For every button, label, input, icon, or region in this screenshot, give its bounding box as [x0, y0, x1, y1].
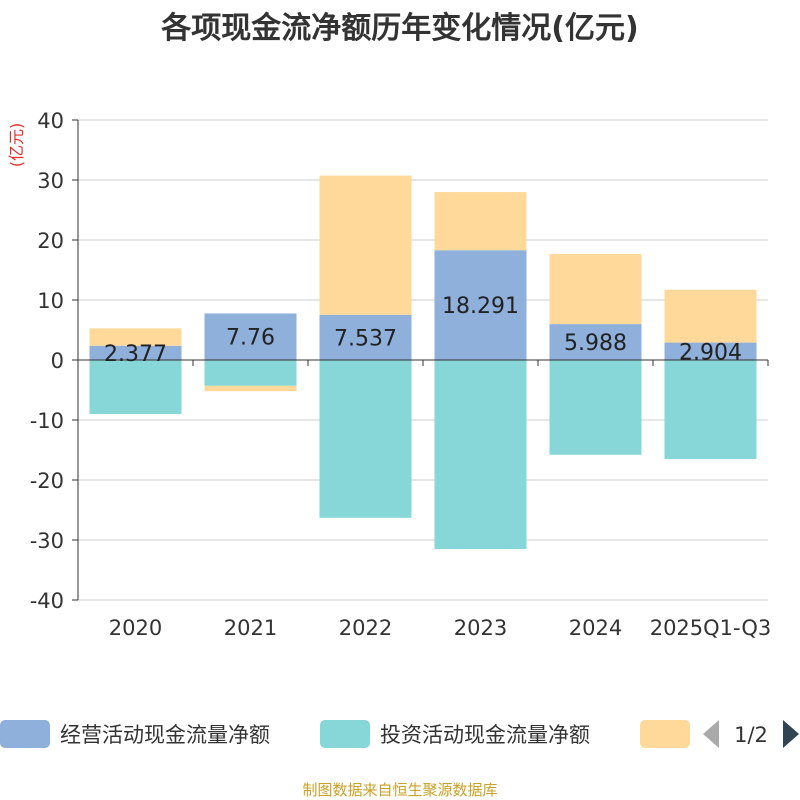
bar-3[interactable]: [549, 253, 642, 325]
y-tick-label: -20: [30, 469, 64, 493]
bar-2[interactable]: [319, 360, 412, 518]
data-label: 2.377: [104, 342, 167, 367]
legend-swatch[interactable]: [320, 720, 370, 748]
bar-2[interactable]: [549, 360, 642, 455]
data-label: 18.291: [442, 294, 519, 319]
bar-2[interactable]: [204, 360, 297, 386]
bar-1[interactable]: [319, 314, 412, 360]
legend-page-indicator: 1/2: [734, 723, 768, 747]
y-tick-label: 10: [37, 289, 64, 313]
y-tick-label: -30: [30, 529, 64, 553]
bar-2[interactable]: [664, 360, 757, 459]
bar-3[interactable]: [434, 192, 527, 251]
chart-title: 各项现金流净额历年变化情况(亿元): [160, 11, 638, 46]
bar-3[interactable]: [204, 385, 297, 392]
source-note: 制图数据来自恒生聚源数据库: [302, 781, 497, 799]
legend-swatch[interactable]: [640, 720, 690, 748]
x-tick-label: 2020: [109, 616, 162, 640]
axes: 40 30 20 10 0 -10 -20 -30 -40 2020 2021 2022 2023 202…: [30, 109, 772, 640]
bar-1[interactable]: [89, 345, 182, 360]
legend-next-icon[interactable]: [783, 720, 799, 748]
data-label: 7.537: [334, 326, 397, 351]
y-tick-label: -40: [30, 589, 64, 613]
y-tick-label: 20: [37, 229, 64, 253]
x-tick-label: 2024: [569, 616, 622, 640]
bar-marks: [89, 175, 757, 549]
legend: 经营活动现金流量净额 投资活动现金流量净额 1/2: [0, 720, 799, 748]
bar-3[interactable]: [89, 328, 182, 346]
bar-1[interactable]: [204, 313, 297, 360]
bar-1[interactable]: [664, 342, 757, 360]
bar-3[interactable]: [664, 289, 757, 343]
x-tick-label: 2023: [454, 616, 507, 640]
y-tick-label: 30: [37, 169, 64, 193]
bar-1[interactable]: [549, 324, 642, 360]
bar-2[interactable]: [89, 360, 182, 414]
bar-1[interactable]: [434, 250, 527, 360]
x-tick-label: 2025Q1-Q3: [650, 616, 772, 640]
y-tick-label: 40: [37, 109, 64, 133]
legend-prev-icon[interactable]: [703, 720, 719, 748]
data-labels: 2.377 7.76 7.537 18.291 5.988 2.904: [104, 294, 742, 367]
x-tick-label: 2022: [339, 616, 392, 640]
legend-swatch[interactable]: [0, 720, 50, 748]
data-label: 7.76: [226, 326, 275, 351]
y-tick-label: 0: [51, 349, 64, 373]
bar-3[interactable]: [319, 175, 412, 315]
data-label: 2.904: [679, 340, 742, 365]
x-tick-label: 2021: [224, 616, 277, 640]
y-tick-label: -10: [30, 409, 64, 433]
bar-2[interactable]: [434, 360, 527, 549]
legend-label[interactable]: 投资活动现金流量净额: [380, 723, 590, 747]
y-axis-label: (亿元): [7, 123, 26, 168]
legend-label[interactable]: 经营活动现金流量净额: [60, 723, 270, 747]
data-label: 5.988: [564, 331, 627, 356]
